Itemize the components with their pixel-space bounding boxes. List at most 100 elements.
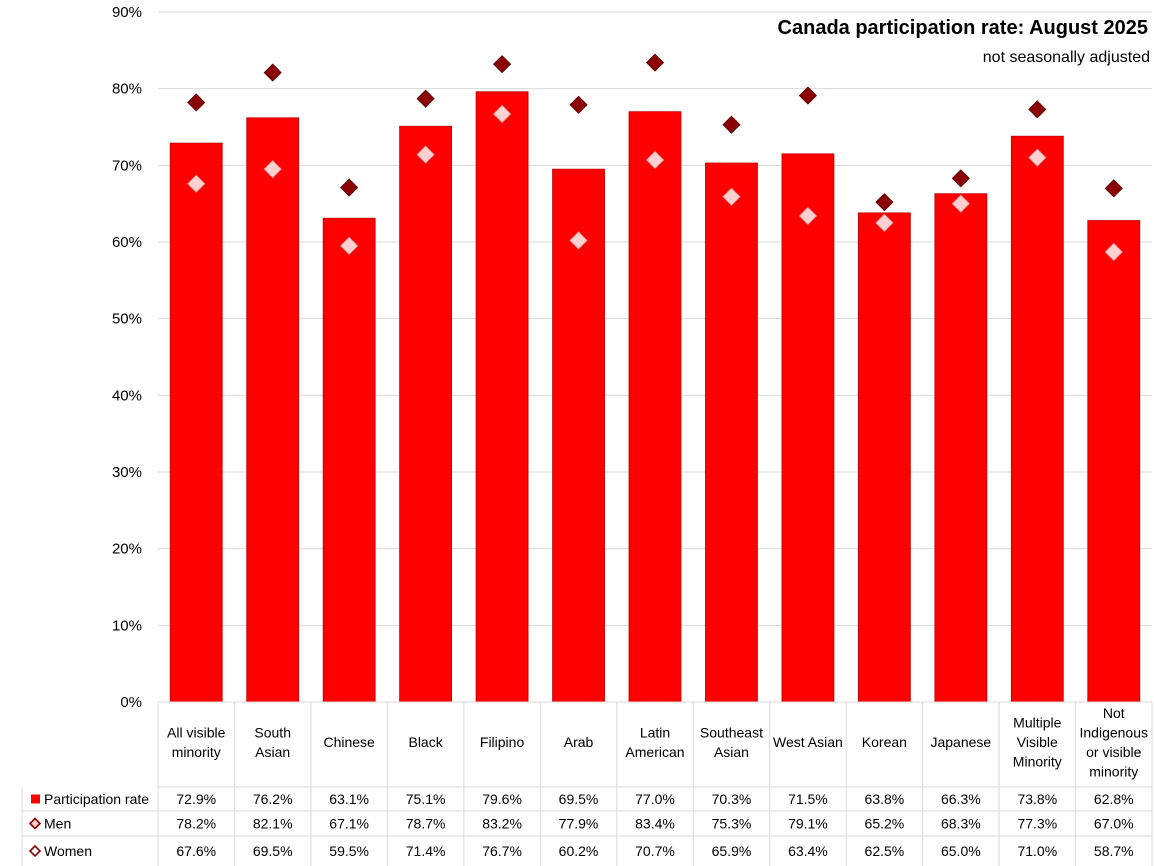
men-marker — [875, 193, 894, 212]
table-cell: 60.2% — [559, 843, 599, 859]
table-cell: 83.2% — [482, 816, 522, 832]
bar — [934, 193, 988, 703]
category-label: Visible — [1017, 734, 1058, 750]
category-label: Multiple — [1013, 715, 1061, 731]
table-cell: 71.5% — [788, 791, 828, 807]
table-cell: 63.4% — [788, 843, 828, 859]
table-cell: 77.3% — [1017, 816, 1057, 832]
women-marker — [493, 104, 512, 124]
table-cell: 82.1% — [253, 816, 293, 832]
table-cell: 78.7% — [406, 816, 446, 832]
men-marker — [340, 178, 359, 197]
bar — [475, 91, 529, 703]
table-cell: 67.1% — [329, 816, 369, 832]
y-tick-label: 60% — [112, 234, 142, 251]
table-cell: 70.7% — [635, 843, 675, 859]
table-cell: 79.6% — [482, 791, 522, 807]
table-cell: 67.0% — [1094, 816, 1134, 832]
category-label: Japanese — [930, 734, 991, 750]
table-cell: 65.9% — [712, 843, 752, 859]
legend-label: Men — [44, 816, 71, 832]
men-marker — [1104, 179, 1123, 198]
women-marker — [187, 174, 206, 193]
table-cell: 66.3% — [941, 791, 981, 807]
category-label: Indigenous — [1080, 724, 1149, 740]
markers — [187, 53, 1123, 262]
y-tick-label: 20% — [112, 541, 142, 558]
y-tick-label: 10% — [112, 617, 142, 634]
women-marker — [645, 150, 665, 170]
category-label: All visible — [167, 724, 226, 740]
table-cell: 79.1% — [788, 816, 828, 832]
men-marker — [1028, 100, 1047, 119]
women-marker — [416, 145, 435, 164]
bar — [552, 168, 605, 703]
category-label: Asian — [255, 744, 290, 760]
data-table: All visible minority South Asian Chinese Blac… — [21, 701, 1153, 866]
women-marker — [340, 236, 359, 255]
table-cell: 62.5% — [865, 843, 905, 859]
table-cell: 67.6% — [176, 843, 216, 859]
table-cell: 75.1% — [406, 791, 446, 807]
bar — [1010, 135, 1064, 703]
legend-key-participation — [31, 794, 40, 804]
table-cell: 71.4% — [406, 843, 446, 859]
men-marker — [798, 86, 817, 105]
category-label: South — [254, 724, 291, 740]
men-marker — [569, 95, 588, 114]
y-tick-label: 90% — [112, 4, 142, 21]
legend-key-men — [28, 817, 42, 830]
category-label: Black — [408, 734, 443, 750]
y-tick-label: 30% — [112, 464, 142, 481]
y-tick-label: 70% — [112, 157, 142, 174]
bar — [1087, 220, 1141, 703]
table-cell: 65.2% — [865, 816, 905, 832]
women-marker — [263, 160, 282, 179]
bar — [399, 125, 453, 703]
men-marker — [951, 169, 970, 188]
table-cell: 72.9% — [176, 791, 216, 807]
table-cell: 76.2% — [253, 791, 293, 807]
category-label: minority — [1089, 763, 1138, 779]
table-cell: 70.3% — [712, 791, 752, 807]
y-tick-label: 50% — [112, 311, 142, 328]
table-cell: 58.7% — [1094, 843, 1134, 859]
category-label: West Asian — [773, 734, 843, 750]
legend-label: Participation rate — [44, 791, 149, 807]
men-marker — [263, 63, 282, 82]
bar — [628, 111, 682, 703]
chart-subtitle: not seasonally adjusted — [983, 49, 1150, 66]
y-axis-ticks: 0% 10% 20% 30% 40% 50% 60% 70% 80% 90% — [112, 4, 142, 711]
category-label: Chinese — [323, 734, 375, 750]
table-cell: 68.3% — [941, 816, 981, 832]
table-cell: 77.9% — [559, 816, 599, 832]
bar — [322, 217, 376, 703]
category-label: Filipino — [480, 734, 525, 750]
table-cell: 71.0% — [1017, 843, 1057, 859]
legend-label: Women — [44, 843, 92, 859]
men-marker — [722, 115, 741, 134]
women-marker — [875, 213, 894, 232]
table-cell: 83.4% — [635, 816, 675, 832]
y-tick-label: 40% — [112, 387, 142, 404]
table-cell: 73.8% — [1017, 791, 1057, 807]
category-label: Korean — [862, 734, 907, 750]
table-cell: 77.0% — [635, 791, 675, 807]
table-cell: 63.1% — [329, 791, 369, 807]
bar — [857, 212, 911, 703]
category-label: American — [625, 744, 684, 760]
women-marker — [798, 206, 817, 225]
women-marker — [951, 194, 970, 213]
women-marker — [569, 231, 588, 250]
table-cell: 69.5% — [559, 791, 599, 807]
table-cell: 63.8% — [865, 791, 905, 807]
category-label: Southeast — [700, 724, 763, 740]
men-marker — [645, 53, 665, 72]
men-marker — [416, 89, 435, 108]
chart-title: Canada participation rate: August 2025 — [778, 17, 1148, 39]
category-label: Not — [1103, 705, 1125, 721]
bar — [169, 142, 223, 703]
men-marker — [493, 55, 512, 74]
women-marker — [1028, 148, 1047, 167]
